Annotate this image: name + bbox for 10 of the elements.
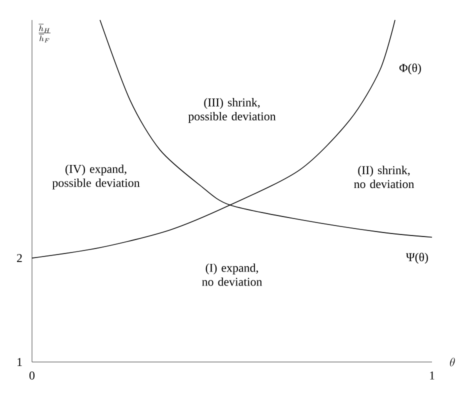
annotation: (IV) expand, possible deviation <box>52 164 140 190</box>
series-label: Φ(θ) <box>399 64 421 74</box>
series-label: Ψ(θ) <box>406 252 428 264</box>
y-tick-label: 2 <box>17 254 22 262</box>
x-tick-label: 0 <box>29 372 35 380</box>
annotation: (I) expand, no deviation <box>202 264 262 286</box>
annotation: (III) shrink, possible deviation <box>188 98 276 123</box>
y-axis-title: $\frac{\overline{h}_H}{\overline{h}_F}$ <box>38 24 51 42</box>
x-axis-title: $\theta$ <box>450 358 455 366</box>
annotation: (II) shrink, no deviation <box>354 166 414 188</box>
